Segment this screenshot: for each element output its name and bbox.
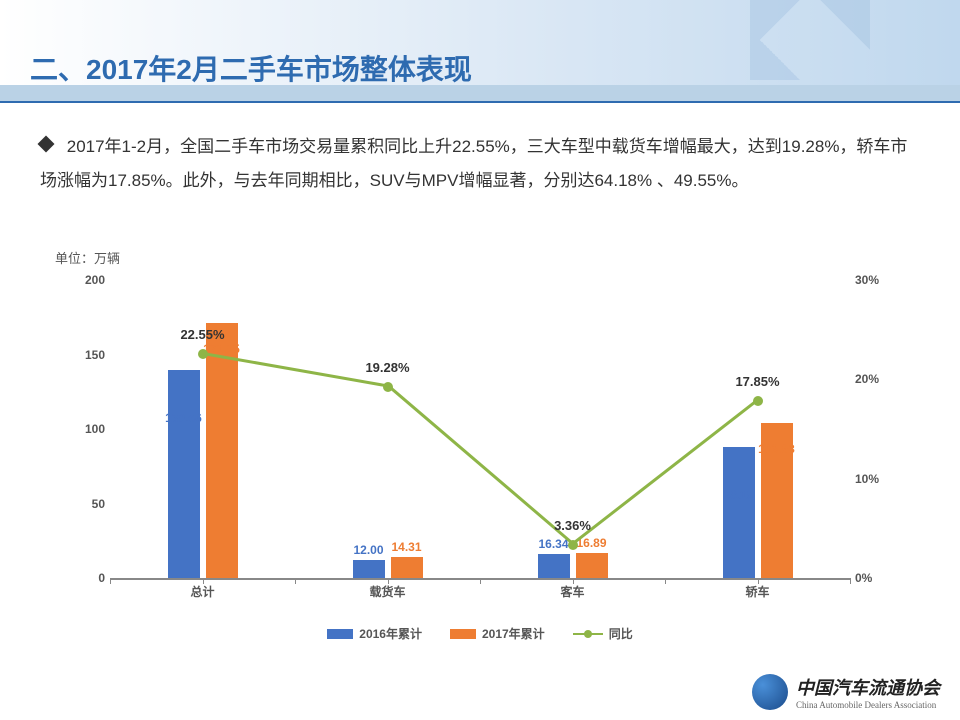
legend-item-line: 同比	[573, 625, 633, 642]
header-decoration	[750, 0, 870, 80]
line-segment	[387, 384, 574, 544]
bar	[723, 447, 755, 578]
bar-value-label: 139.66	[165, 411, 202, 425]
footer-org-en: China Automobile Dealers Association	[796, 700, 940, 710]
legend-label-2017: 2017年累计	[482, 625, 545, 642]
line-value-label: 3.36%	[554, 518, 591, 533]
header-line	[0, 101, 960, 103]
cada-logo-icon	[752, 674, 788, 710]
legend-swatch-2017	[450, 629, 476, 639]
y-left-tick: 150	[65, 348, 105, 362]
page-title: 二、2017年2月二手车市场整体表现	[30, 48, 472, 88]
bar	[168, 370, 200, 578]
y-left-tick: 200	[65, 273, 105, 287]
line-point	[198, 349, 208, 359]
y-left-tick: 50	[65, 497, 105, 511]
x-tick-label: 载货车	[369, 583, 405, 600]
summary-text: 2017年1-2月，全国二手车市场交易量累积同比上升22.55%，三大车型中载货…	[40, 137, 907, 190]
y-right-tick: 0%	[855, 571, 895, 585]
bar	[353, 560, 385, 578]
bar	[576, 553, 608, 578]
x-tick-label: 客车	[560, 583, 584, 600]
y-left-tick: 0	[65, 571, 105, 585]
bar-value-label: 16.34	[538, 537, 568, 551]
legend-line-swatch	[573, 633, 603, 635]
summary-paragraph: 2017年1-2月，全国二手车市场交易量累积同比上升22.55%，三大车型中载货…	[40, 130, 910, 198]
bullet-icon	[38, 136, 55, 153]
legend-label-2016: 2016年累计	[359, 625, 422, 642]
bar-value-label: 88.19	[723, 488, 753, 502]
combo-chart: 0 50 100 150 200 0% 10% 20% 30% 总计 载货车 客车 轿车 139.66 17…	[55, 270, 905, 650]
bar-value-label: 103.93	[758, 442, 795, 456]
x-tick-label: 总计	[190, 583, 214, 600]
y-left-tick: 100	[65, 422, 105, 436]
legend-swatch-2016	[327, 629, 353, 639]
legend-item-2016: 2016年累计	[327, 625, 422, 642]
y-right-tick: 10%	[855, 472, 895, 486]
bar-value-label: 14.31	[391, 540, 421, 554]
line-value-label: 17.85%	[735, 374, 779, 389]
line-point	[568, 540, 578, 550]
line-value-label: 22.55%	[180, 327, 224, 342]
bar	[538, 554, 570, 578]
plot-area: 0501001502000%10%20%30%总计载货车客车轿车139.6617…	[110, 280, 850, 580]
y-right-tick: 20%	[855, 372, 895, 386]
unit-label: 单位：万辆	[55, 248, 120, 267]
y-right-tick: 30%	[855, 273, 895, 287]
bar	[391, 557, 423, 578]
line-value-label: 19.28%	[365, 360, 409, 375]
bar	[206, 323, 238, 578]
footer-org-cn: 中国汽车流通协会	[796, 674, 940, 700]
line-point	[383, 382, 393, 392]
footer-logo: 中国汽车流通协会 China Automobile Dealers Associ…	[752, 674, 940, 710]
legend-item-2017: 2017年累计	[450, 625, 545, 642]
legend-label-line: 同比	[609, 625, 633, 642]
line-point	[753, 396, 763, 406]
x-tick-label: 轿车	[745, 583, 769, 600]
legend: 2016年累计 2017年累计 同比	[55, 625, 905, 642]
bar-value-label: 12.00	[353, 543, 383, 557]
